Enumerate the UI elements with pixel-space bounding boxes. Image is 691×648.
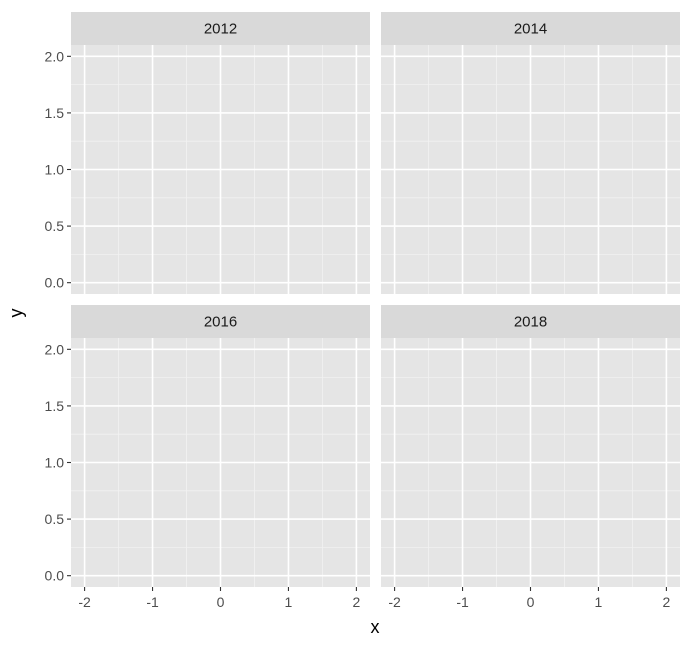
y-tick-label: 0.5	[45, 511, 65, 527]
facet-panel-2014: 2014	[381, 12, 680, 294]
facet-panels: 2012 2014 2016 2018	[71, 12, 680, 587]
y-tick-label: 1.5	[45, 105, 65, 121]
x-tick-label: -2	[388, 594, 401, 610]
facet-panel-2012: 2012	[71, 12, 370, 294]
y-axis-title: y	[6, 309, 26, 318]
facet-strip-label: 2018	[514, 314, 547, 331]
x-tick-label: 0	[217, 594, 225, 610]
facet-strip	[71, 305, 370, 338]
y-tick-label: 0.0	[45, 568, 65, 584]
x-tick-label: 1	[595, 594, 603, 610]
x-axes: -2 -1 0 1 2 -2 -1 0 1 2	[78, 587, 671, 610]
x-tick-label: -1	[456, 594, 469, 610]
y-tick-label: 1.5	[45, 398, 65, 414]
facet-strip-label: 2014	[514, 21, 547, 38]
x-axis-title: x	[371, 617, 380, 637]
facet-strip	[381, 12, 680, 45]
x-tick-label: 0	[527, 594, 535, 610]
y-tick-label: 1.0	[45, 455, 65, 471]
y-tick-label: 0.5	[45, 218, 65, 234]
facet-strip	[381, 305, 680, 338]
facet-panel-2018: 2018	[381, 305, 680, 587]
y-tick-label: 2.0	[45, 48, 65, 64]
x-tick-label: -2	[78, 594, 91, 610]
facet-strip-label: 2016	[204, 314, 237, 331]
y-tick-label: 2.0	[45, 341, 65, 357]
x-tick-label: -1	[146, 594, 159, 610]
x-tick-label: 2	[663, 594, 671, 610]
y-tick-label: 0.0	[45, 275, 65, 291]
x-tick-label: 1	[285, 594, 293, 610]
x-tick-label: 2	[353, 594, 361, 610]
y-axes: 0.0 0.5 1.0 1.5 2.0 0.0 0.5 1.0 1.5 2.0	[45, 48, 71, 584]
y-tick-label: 1.0	[45, 162, 65, 178]
facet-strip	[71, 12, 370, 45]
facet-panel-2016: 2016	[71, 305, 370, 587]
facet-strip-label: 2012	[204, 21, 237, 38]
